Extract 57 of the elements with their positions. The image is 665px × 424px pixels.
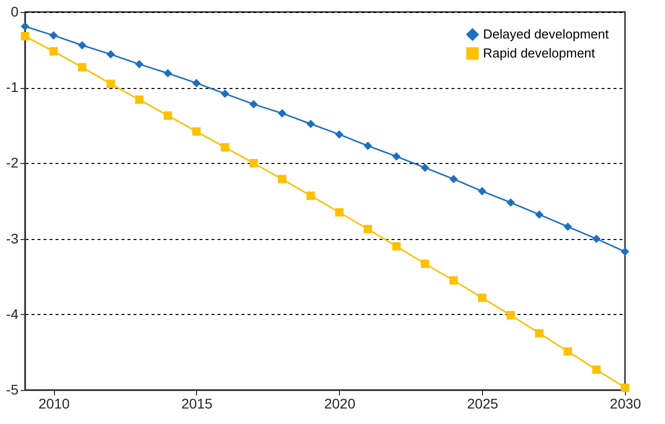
point	[192, 127, 201, 136]
point	[20, 22, 30, 31]
point	[164, 111, 172, 120]
point	[335, 208, 344, 217]
y-tick-label: -1	[6, 79, 19, 96]
point	[592, 365, 601, 374]
point	[49, 47, 58, 56]
point	[249, 159, 258, 168]
x-tick-label: 2030	[610, 396, 642, 412]
y-tick-label: -2	[6, 154, 19, 171]
x-tick-label: 2025	[467, 396, 498, 412]
point	[49, 31, 58, 40]
point	[78, 41, 86, 50]
point	[106, 50, 115, 59]
y-tick-label: -4	[6, 306, 19, 322]
point	[278, 174, 286, 184]
point	[506, 310, 515, 320]
point	[135, 96, 144, 104]
y-tick-label: -3	[6, 230, 19, 246]
x-tick-label: 2010	[38, 396, 70, 412]
point	[564, 347, 572, 356]
point	[392, 152, 401, 161]
point	[135, 60, 144, 68]
point	[364, 224, 372, 234]
point	[306, 120, 315, 128]
point	[592, 234, 601, 243]
point	[164, 69, 172, 78]
point	[535, 210, 544, 219]
point	[564, 222, 572, 231]
x-tick-label: 2015	[181, 396, 213, 412]
point	[449, 276, 458, 285]
point	[192, 78, 201, 88]
point	[220, 89, 230, 98]
point	[20, 32, 30, 40]
point	[620, 384, 630, 392]
point	[220, 143, 230, 152]
point	[364, 142, 372, 150]
point	[278, 109, 286, 118]
point	[478, 186, 486, 196]
x-tick-label: 2020	[324, 396, 356, 412]
y-tick-label: -5	[6, 382, 19, 398]
point	[78, 63, 86, 72]
point	[478, 294, 486, 302]
point	[620, 247, 630, 256]
point	[420, 260, 430, 268]
point	[249, 100, 258, 108]
point	[335, 130, 344, 139]
point	[535, 329, 544, 338]
legend-label: Rapid development	[483, 46, 596, 60]
point	[449, 174, 458, 184]
point	[420, 164, 430, 172]
legend-label: Delayed development	[483, 26, 610, 42]
point	[392, 242, 401, 251]
y-tick-label: 0	[10, 4, 19, 20]
point	[506, 198, 515, 207]
point	[306, 192, 315, 200]
point	[106, 80, 115, 88]
